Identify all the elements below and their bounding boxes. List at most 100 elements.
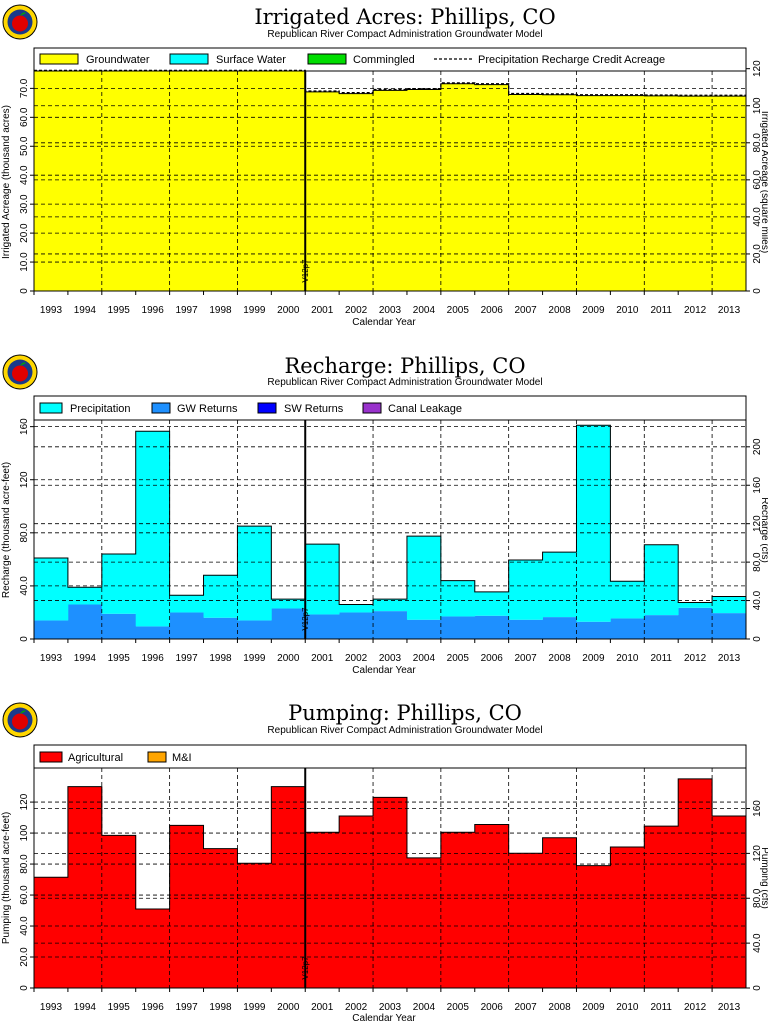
- x-tick-label-2005: 2005: [447, 305, 470, 316]
- x-tick-label-2000: 2000: [277, 1002, 300, 1013]
- bar-precipitation-1996: [135, 431, 171, 627]
- plot-border: [33, 419, 747, 640]
- bar-agricultural-2013: [712, 816, 747, 988]
- bar-precipitation-2005: [440, 580, 476, 617]
- stack-outline: [34, 424, 746, 605]
- y-right-tick-label: 120: [752, 515, 763, 532]
- y-tick-label: 80.0: [19, 854, 30, 874]
- y-tick-label: 160: [19, 418, 30, 435]
- y-right-tick-label: 40.0: [752, 207, 763, 227]
- y-axis-right-label: Pumping (cfs): [759, 847, 768, 909]
- bar-precipitation-2006: [474, 591, 510, 616]
- y-tick-label: 120: [19, 793, 30, 810]
- y-tick-label: 40.0: [19, 165, 30, 185]
- x-tick-label-1993: 1993: [40, 305, 63, 316]
- x-tick-label-2010: 2010: [616, 1002, 639, 1013]
- bar-agricultural-2001: [305, 832, 340, 988]
- x-tick-label-2001: 2001: [311, 1002, 334, 1013]
- bar-gw-returns-1998: [203, 617, 238, 639]
- legend-label: Agricultural: [68, 752, 123, 764]
- bar-precipitation-2001: [305, 544, 340, 615]
- bar-groundwater-2005: [440, 83, 476, 292]
- y-right-tick-label: 20.0: [752, 244, 763, 264]
- bar-agricultural-2008: [542, 837, 577, 988]
- x-axis-label: Calendar Year: [352, 317, 416, 328]
- x-tick-label-2007: 2007: [514, 653, 537, 664]
- x-tick-label-1995: 1995: [108, 653, 131, 664]
- y-right-tick-label: 80.0: [752, 133, 763, 153]
- x-tick-label-2003: 2003: [379, 653, 402, 664]
- y-tick-label: 0: [19, 288, 30, 294]
- bar-agricultural-2005: [440, 832, 476, 988]
- bar-precipitation-2004: [406, 536, 442, 620]
- chart-title: Pumping: Phillips, CO: [288, 701, 522, 725]
- chart-irrigated-acres: Irrigated Acres: Phillips, CO Republican…: [1, 4, 768, 328]
- legend: Precipitation GW Returns SW Returns Cana…: [39, 402, 462, 415]
- bar-gw-returns-2001: [305, 614, 340, 639]
- legend-label: M&I: [172, 752, 192, 764]
- legend: Groundwater Surface Water Commingled Pre…: [39, 53, 665, 66]
- legend-swatch-canal-leakage: [362, 402, 382, 414]
- chart-pumping: Pumping: Phillips, CO Republican River C…: [1, 701, 768, 1024]
- y-tick-label: 70.0: [19, 78, 30, 98]
- x-tick-label-1997: 1997: [175, 305, 198, 316]
- bar-gw-returns-2000: [271, 608, 306, 639]
- x-tick-label-2007: 2007: [514, 1002, 537, 1013]
- bar-groundwater-1994: [67, 71, 103, 291]
- agency-logo-icon: [2, 702, 38, 738]
- x-tick-label-2004: 2004: [413, 305, 436, 316]
- x-tick-label-1998: 1998: [209, 653, 232, 664]
- x-tick-label-2006: 2006: [481, 653, 504, 664]
- bar-gw-returns-1994: [67, 604, 103, 639]
- y-axis-label: Irrigated Acreage (thousand acres): [1, 105, 12, 259]
- y-right-tick-label: 0: [752, 636, 763, 642]
- x-tick-label-2008: 2008: [548, 653, 571, 664]
- bar-precipitation-2007: [508, 560, 543, 620]
- y-axis-right-label: Recharge (cfs): [759, 497, 768, 563]
- x-tick-label-2010: 2010: [616, 305, 639, 316]
- y-tick-label: 10.0: [19, 252, 30, 272]
- bar-precipitation-2008: [542, 552, 577, 618]
- bar-precipitation-2013: [712, 596, 747, 614]
- chart-subtitle: Republican River Compact Administration …: [267, 725, 542, 736]
- y-axis-label: Pumping (thousand acre-feet): [1, 812, 12, 944]
- bar-groundwater-2006: [474, 84, 510, 291]
- chart-title: Irrigated Acres: Phillips, CO: [254, 5, 555, 29]
- bar-precipitation-2002: [339, 604, 374, 613]
- x-tick-label-2004: 2004: [413, 1002, 436, 1013]
- x-tick-label-2011: 2011: [650, 1002, 672, 1013]
- bar-groundwater-2004: [406, 89, 442, 291]
- bar-precipitation-1993: [34, 558, 69, 621]
- y-tick-label: 40.0: [19, 576, 30, 596]
- bar-agricultural-1998: [203, 848, 238, 988]
- bar-groundwater-2012: [678, 96, 713, 292]
- bar-groundwater-1996: [135, 71, 171, 291]
- x-tick-label-2008: 2008: [548, 1002, 571, 1013]
- x-tick-label-2010: 2010: [616, 653, 639, 664]
- bar-precipitation-2012: [678, 602, 713, 608]
- x-tick-label-2013: 2013: [718, 1002, 741, 1013]
- x-axis-label: Calendar Year: [352, 665, 416, 676]
- bar-agricultural-2012: [678, 778, 713, 988]
- bar-precipitation-2010: [610, 581, 645, 619]
- x-tick-label-1995: 1995: [108, 1002, 131, 1013]
- bar-gw-returns-1993: [34, 620, 69, 639]
- bar-precipitation-1995: [101, 554, 137, 614]
- y-tick-label: 20.0: [19, 947, 30, 967]
- x-tick-label-2001: 2001: [311, 305, 334, 316]
- y-right-tick-label: 0: [752, 985, 763, 991]
- bar-gw-returns-1997: [169, 612, 204, 639]
- x-tick-label-2009: 2009: [582, 305, 605, 316]
- legend-swatch-groundwater: [39, 53, 79, 65]
- legend-swatch-precipitation: [39, 402, 63, 414]
- legend-label: Precipitation: [70, 403, 131, 415]
- agency-logo-icon: [2, 4, 38, 40]
- plot-area: V12p7 1993 1994 1995 1996 1997 1998 1999 2000 200…: [19, 767, 763, 1013]
- y-right-tick-label: 80.0: [752, 888, 763, 908]
- y-right-tick-label: 80.0: [752, 552, 763, 572]
- bar-precipitation-2011: [644, 544, 679, 616]
- bar-agricultural-2007: [508, 853, 543, 988]
- bar-agricultural-2009: [576, 865, 611, 988]
- bar-gw-returns-2013: [712, 613, 747, 639]
- bar-agricultural-1996: [135, 908, 171, 988]
